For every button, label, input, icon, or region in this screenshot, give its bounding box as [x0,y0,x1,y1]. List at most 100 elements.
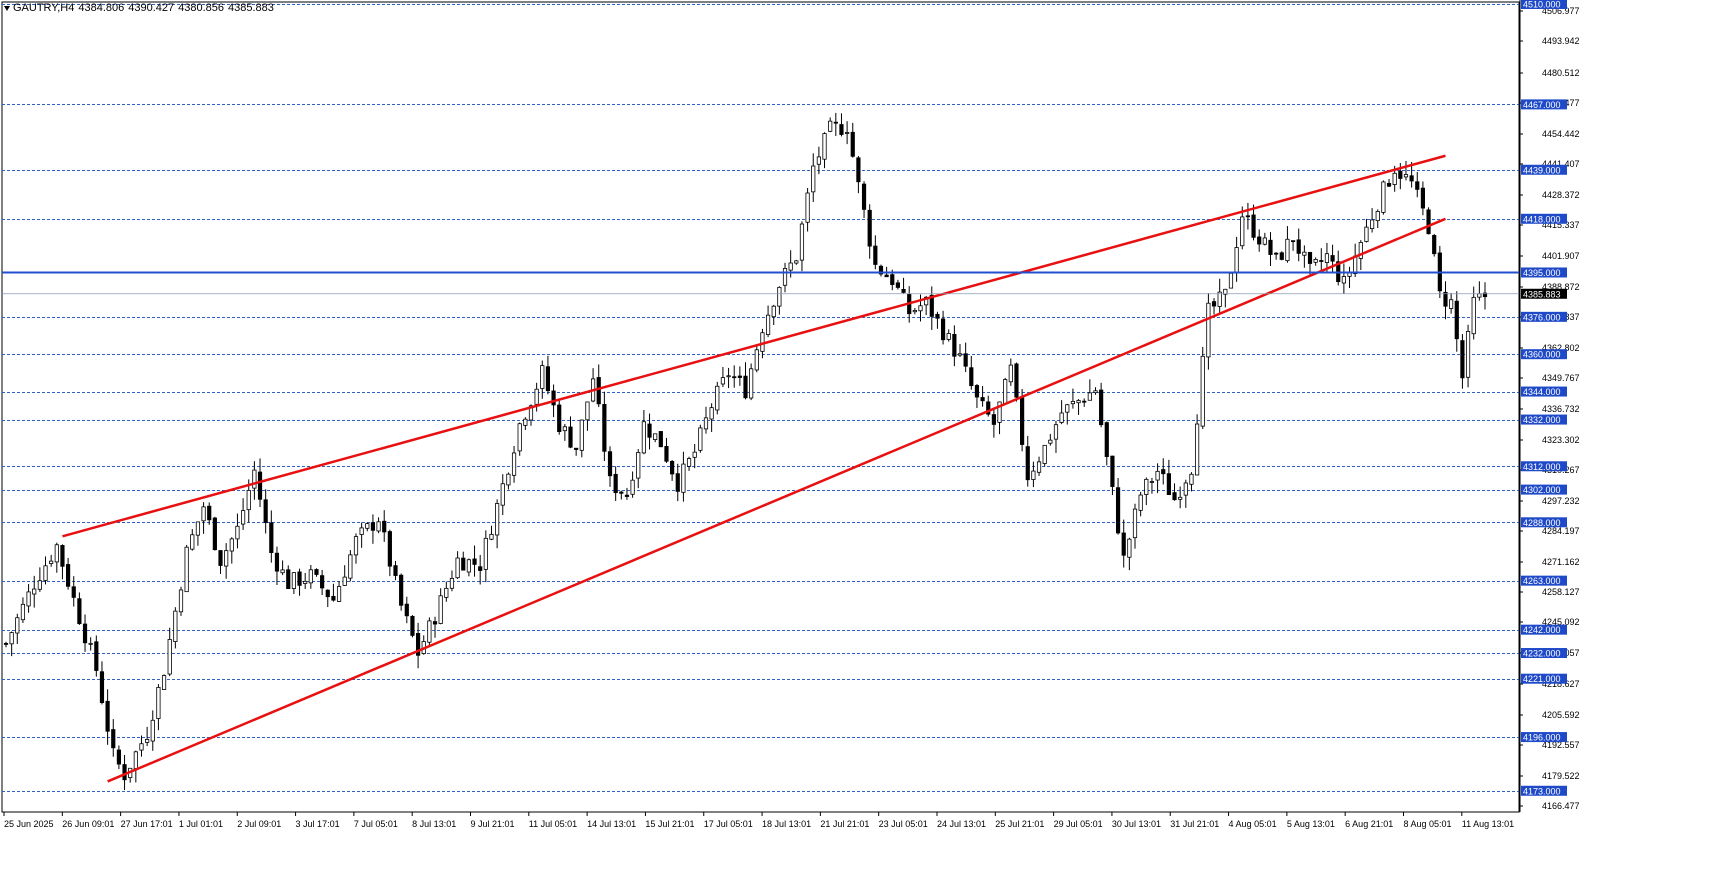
bull-candle-body [630,479,635,495]
candle [77,592,82,625]
bear-candle-body [602,403,607,452]
bear-candle-body [963,353,968,367]
bear-candle-body [382,520,387,533]
bull-candle-body [1149,481,1155,483]
level-label-bg [1521,99,1567,110]
candle [737,366,742,386]
bull-candle-body [1223,288,1228,295]
bear-candle-body [568,426,573,448]
bull-candle-body [190,534,195,550]
bear-candle-body [1274,252,1279,255]
bear-candle-body [624,494,630,497]
bull-candle-body [139,743,144,751]
bull-candle-body [1324,253,1330,263]
bull-candle-body [1465,331,1471,378]
bull-candle-body [641,421,646,454]
time-label: 17 Jul 05:01 [704,819,753,829]
candle [99,661,105,705]
candle [1031,461,1036,488]
bull-candle-body [353,536,359,556]
level-label: 4510.000 [1523,0,1561,10]
bull-candle-body [449,578,455,589]
candle [201,502,206,534]
candle [1296,228,1301,262]
price-tick-label: 4218.627 [1542,679,1580,689]
time-label: 2 Jul 09:01 [237,819,281,829]
bull-candle-body [816,156,821,165]
bull-candle-body [167,639,172,675]
candle [732,365,737,388]
candle [161,674,167,690]
candle [49,554,54,567]
bull-candle-body [359,527,364,535]
bull-candle-body [49,560,54,564]
candle [365,522,370,532]
bear-candle-body [1409,175,1414,182]
bear-candle-body [1268,239,1273,255]
dropdown-triangle-icon[interactable] [4,5,10,11]
candle [1217,278,1222,315]
candle [765,305,771,338]
candle [511,445,517,483]
bear-candle-body [1386,182,1392,187]
bull-candle-body [709,407,714,420]
bull-candle-body [715,385,720,411]
bear-candle-body [1398,170,1403,179]
bull-candle-body [26,591,31,607]
level-label: 4196.000 [1523,733,1561,743]
candle [15,613,20,644]
candle [850,122,855,158]
bear-candle-body [331,596,336,601]
bear-candle-body [596,377,601,405]
candle [641,409,646,455]
bull-candle-body [235,525,240,540]
candle [624,487,630,500]
candle [670,460,675,481]
bear-candle-body [986,401,991,415]
candle [370,514,376,544]
bear-candle-body [974,385,980,398]
time-label: 25 Jun 2025 [4,819,54,829]
price-tick-label: 4179.522 [1542,771,1580,781]
bull-candle-body [506,473,511,486]
price-tick-label: 4493.942 [1542,36,1580,46]
time-label: 25 Jul 21:01 [995,819,1044,829]
candle [438,588,443,625]
candle [500,474,505,516]
candle [122,754,127,791]
candle [1279,251,1284,261]
candle [1132,503,1138,549]
bear-candle-body [1482,292,1488,298]
candle [145,726,150,747]
bear-candle-body [3,643,9,645]
bear-candle-body [833,121,838,124]
price-tick-label: 4284.197 [1542,526,1580,536]
bear-candle-body [1245,215,1251,218]
candle [1223,288,1228,308]
candle [596,364,601,408]
candle [912,308,917,315]
candle [545,355,551,395]
candle [1144,477,1149,506]
bull-candle-body [1262,237,1267,245]
bull-candle-body [178,589,184,613]
candle [1240,206,1245,250]
bull-candle-body [252,469,257,489]
time-label: 23 Jul 05:01 [879,819,928,829]
bull-candle-body [636,452,641,479]
candle [1482,282,1488,310]
candle [387,529,392,577]
level-label: 4395.000 [1523,268,1561,278]
bear-candle-body [207,505,212,521]
bull-candle-body [924,296,929,306]
bull-candle-body [1195,423,1200,476]
candle [1166,459,1171,496]
candle [393,560,398,581]
level-label-bg [1521,673,1567,684]
level-label: 4263.000 [1523,576,1561,586]
candle [1115,477,1121,535]
bull-candle-body [686,458,692,467]
bear-candle-body [1420,187,1425,209]
bull-candle-body [1234,247,1239,273]
